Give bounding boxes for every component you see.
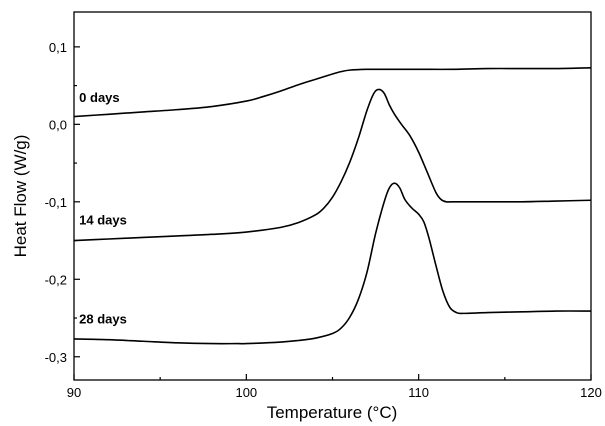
series-line-2: [73, 182, 592, 345]
x-axis-title: Temperature (°C): [267, 403, 398, 422]
series-label-2: 28 days: [79, 311, 127, 326]
series-label-0: 0 days: [79, 90, 119, 105]
y-tick-label: -0,2: [45, 272, 67, 287]
y-tick-label: 0,0: [49, 117, 67, 132]
x-axis-ticks: 90 100 110 120: [67, 374, 602, 400]
series-line-0: [73, 66, 592, 118]
y-axis-title: Heat Flow (W/g): [11, 135, 30, 258]
series-curves: [73, 66, 592, 345]
x-tick-label: 120: [580, 385, 602, 400]
y-tick-label: -0,1: [45, 195, 67, 210]
x-tick-label: 100: [235, 385, 257, 400]
x-tick-label: 110: [408, 385, 429, 400]
y-axis-ticks: -0,3 -0,2 -0,1 0,0 0,1: [45, 40, 80, 365]
y-tick-label: 0,1: [49, 40, 67, 55]
series-labels: 0 days 14 days 28 days: [79, 90, 127, 327]
series-line-1: [73, 88, 592, 242]
series-label-1: 14 days: [79, 212, 127, 227]
x-tick-label: 90: [67, 385, 81, 400]
y-tick-label: -0,3: [45, 350, 67, 365]
